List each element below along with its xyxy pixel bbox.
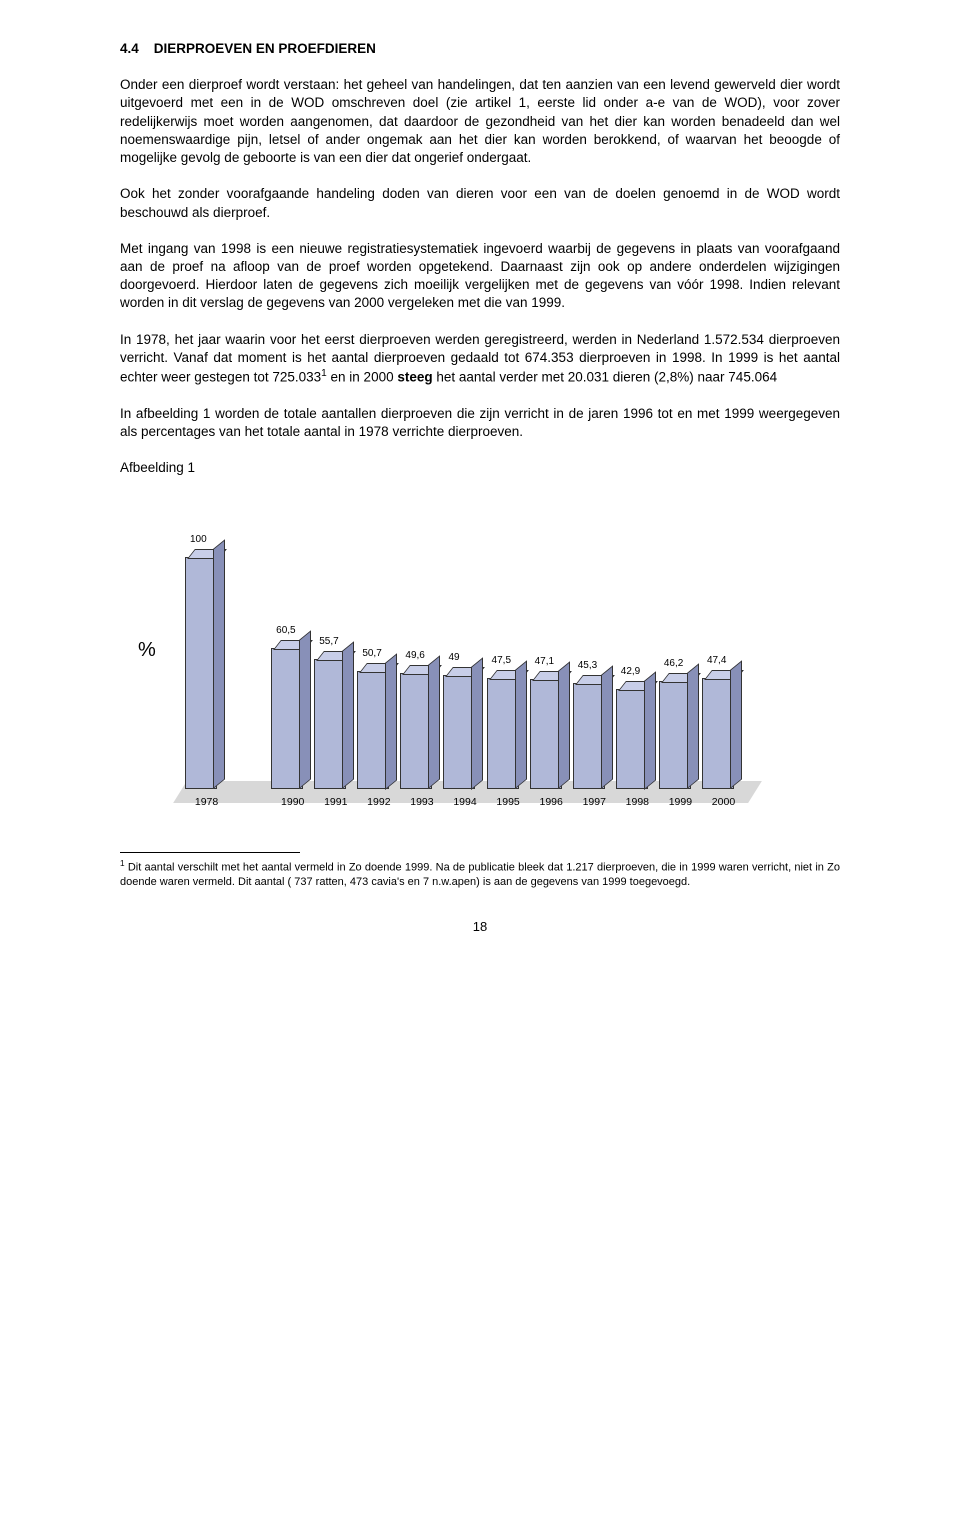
page: 4.4 DIERPROEVEN EN PROEFDIEREN Onder een… — [60, 0, 900, 985]
bar-slot: 49,6 — [400, 673, 443, 787]
x-tick: 2000 — [702, 795, 745, 809]
bar-slot: 100 — [185, 557, 228, 787]
bar-value-label: 45,3 — [578, 659, 597, 673]
bar-front — [616, 689, 648, 790]
bar-value-label: 50,7 — [362, 647, 381, 661]
page-number: 18 — [120, 918, 840, 936]
bar: 47,4 — [702, 678, 732, 787]
bar-side — [471, 657, 483, 789]
footnote-text: Dit aantal verschilt met het aantal verm… — [120, 862, 840, 888]
bar-side — [299, 631, 311, 790]
x-tick: 1992 — [357, 795, 400, 809]
bar-slot: 42,9 — [616, 689, 659, 788]
bar-value-label: 47,1 — [535, 655, 554, 669]
bar-slot: 46,2 — [659, 681, 702, 787]
bar-side — [428, 656, 440, 790]
bar: 49 — [443, 675, 473, 788]
bar-slot: 45,3 — [573, 683, 616, 787]
bar: 47,1 — [530, 679, 560, 787]
bar-value-label: 47,5 — [492, 654, 511, 668]
bar-side — [558, 661, 570, 789]
bar-side — [342, 642, 354, 790]
x-tick: 1998 — [616, 795, 659, 809]
section-heading: 4.4 DIERPROEVEN EN PROEFDIEREN — [120, 40, 840, 58]
bar-slot: 55,7 — [314, 659, 357, 787]
bar-value-label: 60,5 — [276, 624, 295, 638]
x-tick: 1978 — [185, 795, 228, 809]
bar-chart: % 100 60,5 55,7 50,7 49,6 49 47,5 47,1 45,3 42,9 4… — [120, 497, 760, 817]
bar-value-label: 47,4 — [707, 654, 726, 668]
footnote: 1 Dit aantal verschilt met het aantal ve… — [120, 859, 840, 889]
bar-front — [573, 683, 605, 789]
bar-side — [515, 660, 527, 789]
bar-slot: 60,5 — [271, 648, 314, 787]
bar: 60,5 — [271, 648, 301, 787]
bar-side — [687, 663, 699, 789]
bar: 55,7 — [314, 659, 344, 787]
x-axis: 1978 199019911992199319941995199619971998… — [185, 795, 745, 809]
x-tick: 1991 — [314, 795, 357, 809]
x-tick: 1999 — [659, 795, 702, 809]
x-tick: 1993 — [400, 795, 443, 809]
section-number: 4.4 — [120, 41, 139, 56]
bar-side — [644, 671, 656, 789]
x-tick: 1997 — [573, 795, 616, 809]
footnote-rule — [120, 852, 300, 853]
para-text: en in 2000 — [327, 370, 398, 385]
bar-side — [213, 540, 225, 790]
bar: 100 — [185, 557, 215, 787]
bar: 50,7 — [357, 671, 387, 788]
paragraph: Met ingang van 1998 is een nieuwe regist… — [120, 240, 840, 313]
bar-value-label: 46,2 — [664, 657, 683, 671]
bar: 46,2 — [659, 681, 689, 787]
bar-value-label: 42,9 — [621, 665, 640, 679]
para-text: het aantal verder met 20.031 dieren (2,8… — [433, 370, 777, 385]
bar: 49,6 — [400, 673, 430, 787]
bar-slot: 50,7 — [357, 671, 400, 788]
chart-container: % 100 60,5 55,7 50,7 49,6 49 47,5 47,1 45,3 42,9 4… — [120, 497, 840, 817]
figure-label: Afbeelding 1 — [120, 459, 840, 477]
bar-side — [385, 653, 397, 789]
bar: 42,9 — [616, 689, 646, 788]
bar-value-label: 100 — [190, 533, 207, 547]
paragraph: Ook het zonder voorafgaande handeling do… — [120, 185, 840, 221]
bar-slot: 49 — [443, 675, 486, 788]
y-axis-label: % — [138, 637, 156, 664]
bar-side — [601, 666, 613, 790]
footnote-marker: 1 — [120, 859, 125, 868]
x-tick: 1990 — [271, 795, 314, 809]
paragraph: Onder een dierproef wordt verstaan: het … — [120, 76, 840, 167]
paragraph: In afbeelding 1 worden de totale aantall… — [120, 405, 840, 441]
bar-slot: 47,4 — [702, 678, 745, 787]
bar: 47,5 — [487, 678, 517, 787]
bar: 45,3 — [573, 683, 603, 787]
x-tick-gap — [228, 795, 271, 809]
bar-value-label: 55,7 — [319, 635, 338, 649]
bar-front — [530, 679, 562, 789]
bar-side — [730, 661, 742, 790]
bar-front — [487, 678, 519, 789]
bar-slot: 47,1 — [530, 679, 573, 787]
paragraph: In 1978, het jaar waarin voor het eerst … — [120, 331, 840, 387]
x-tick: 1994 — [443, 795, 486, 809]
bar-value-label: 49 — [448, 651, 459, 665]
bar-value-label: 49,6 — [405, 649, 424, 663]
x-tick: 1995 — [487, 795, 530, 809]
plot-area: 100 60,5 55,7 50,7 49,6 49 47,5 47,1 45,3 42,9 46,… — [185, 527, 745, 787]
bar-slot: 47,5 — [487, 678, 530, 787]
section-title-text: DIERPROEVEN EN PROEFDIEREN — [154, 41, 376, 56]
para-strong: steeg — [397, 370, 432, 385]
x-tick: 1996 — [530, 795, 573, 809]
